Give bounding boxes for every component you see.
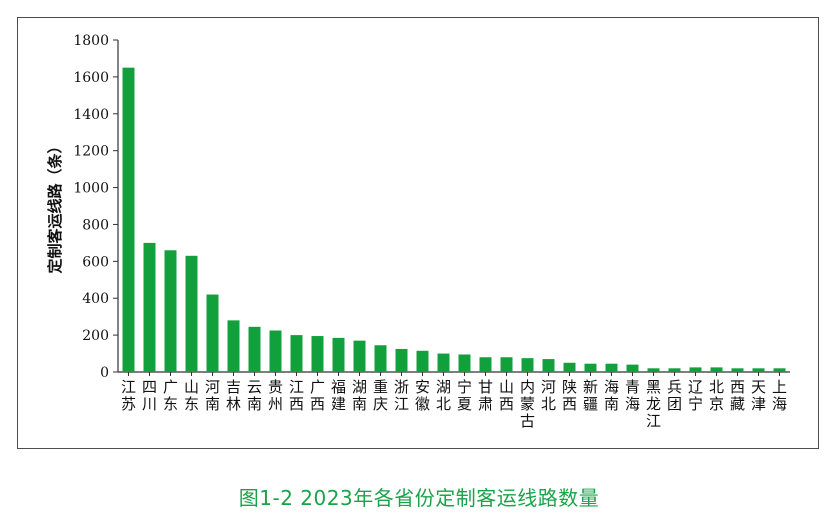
- bar-安徽: [416, 350, 429, 372]
- x-tick-label-安徽: 安徽: [415, 378, 430, 413]
- x-tick-label-山西: 山西: [499, 378, 514, 413]
- y-tick-label: 1600: [73, 70, 109, 86]
- y-axis-label: 定制客运线路（条）: [46, 138, 64, 273]
- bar-福建: [332, 337, 345, 372]
- bar-河南: [206, 294, 219, 372]
- x-tick-label-辽宁: 辽宁: [688, 378, 703, 413]
- x-tick-label-河南: 河南: [205, 378, 220, 413]
- x-tick-label-陕西: 陕西: [562, 378, 577, 413]
- bar-甘肃: [479, 357, 492, 372]
- bar-上海: [773, 368, 786, 372]
- bar-兵团: [668, 368, 681, 372]
- x-tick-label-宁夏: 宁夏: [457, 378, 472, 413]
- x-tick-label-河北: 河北: [541, 378, 556, 413]
- bar-河北: [542, 359, 555, 372]
- x-tick-label-北京: 北京: [709, 378, 724, 413]
- bar-辽宁: [689, 367, 702, 372]
- y-tick-label: 1800: [73, 33, 109, 49]
- bar-青海: [626, 364, 639, 372]
- bar-黑龙江: [647, 368, 660, 372]
- x-tick-label-兵团: 兵团: [667, 378, 682, 413]
- bar-广东: [164, 250, 177, 372]
- chart-frame: [17, 17, 819, 449]
- y-tick-label: 400: [82, 291, 109, 307]
- bar-北京: [710, 367, 723, 372]
- x-tick-label-山东: 山东: [184, 378, 199, 413]
- bar-湖南: [353, 340, 366, 372]
- x-tick-label-浙江: 浙江: [394, 378, 409, 413]
- bar-湖北: [437, 353, 450, 372]
- x-tick-label-贵州: 贵州: [268, 378, 283, 413]
- bar-重庆: [374, 345, 387, 372]
- x-tick-label-江西: 江西: [289, 378, 304, 413]
- x-tick-label-湖南: 湖南: [352, 378, 367, 413]
- bar-新疆: [584, 363, 597, 372]
- bar-天津: [752, 368, 765, 372]
- x-tick-label-重庆: 重庆: [373, 378, 388, 413]
- bar-chart: 0 200 400 600 800 1000 1200 1400 1600 1800 定制客运线路（…: [46, 33, 790, 430]
- bar-吉林: [227, 320, 240, 372]
- bar-西藏: [731, 368, 744, 372]
- x-tick-label-广西: 广西: [310, 378, 325, 413]
- bar-山西: [500, 357, 513, 372]
- bar-山东: [185, 255, 198, 372]
- figure-caption: 图1-2 2023年各省份定制客运线路数量: [238, 486, 600, 510]
- x-tick-label-广东: 广东: [163, 378, 178, 413]
- x-tick-label-西藏: 西藏: [730, 378, 745, 413]
- y-tick-label: 1200: [73, 144, 109, 160]
- x-tick-label-福建: 福建: [331, 378, 346, 413]
- bar-海南: [605, 363, 618, 372]
- x-tick-label-四川: 四川: [142, 378, 157, 413]
- y-tick-label: 600: [82, 254, 109, 270]
- bar-云南: [248, 326, 261, 372]
- bar-江西: [290, 335, 303, 372]
- bar-陕西: [563, 362, 576, 372]
- x-tick-label-湖北: 湖北: [436, 378, 451, 413]
- x-tick-label-天津: 天津: [751, 378, 766, 413]
- x-tick-label-江苏: 江苏: [121, 378, 136, 413]
- x-tick-label-吉林: 吉林: [226, 378, 241, 413]
- bar-浙江: [395, 348, 408, 372]
- bar-江苏: [122, 67, 135, 373]
- bar-宁夏: [458, 354, 471, 372]
- y-tick-label: 1400: [73, 107, 109, 123]
- y-tick-label: 200: [82, 328, 109, 344]
- x-tick-label-新疆: 新疆: [583, 378, 598, 413]
- x-tick-label-海南: 海南: [604, 378, 619, 413]
- x-tick-label-上海: 上海: [772, 378, 787, 413]
- bar-内蒙古: [521, 358, 534, 372]
- x-tick-label-黑龙江: 黑龙江: [646, 378, 661, 430]
- bar-四川: [143, 242, 156, 372]
- x-tick-label-青海: 青海: [625, 378, 640, 413]
- bar-广西: [311, 336, 324, 372]
- bar-贵州: [269, 330, 282, 372]
- y-tick-label: 0: [100, 365, 109, 381]
- y-tick-label: 1000: [73, 181, 109, 197]
- x-tick-label-内蒙古: 内蒙古: [520, 378, 535, 430]
- x-tick-label-云南: 云南: [247, 378, 262, 413]
- x-tick-label-甘肃: 甘肃: [478, 378, 493, 413]
- y-tick-label: 800: [82, 217, 109, 233]
